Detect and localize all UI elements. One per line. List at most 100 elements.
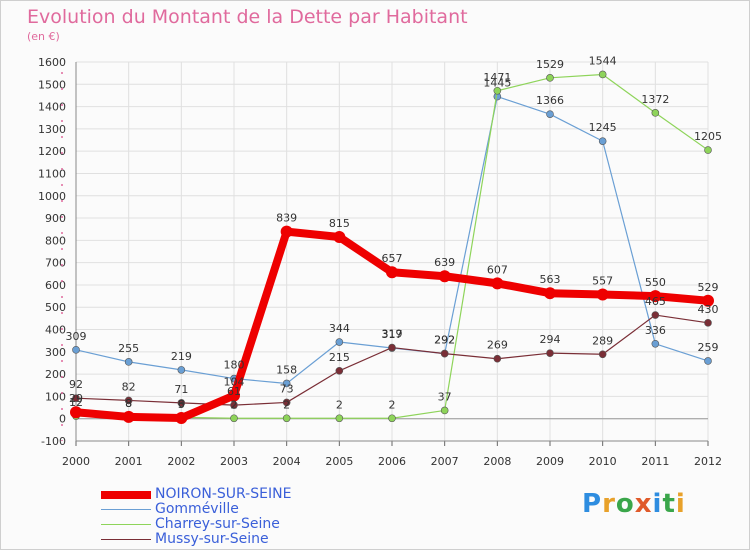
legend-label: Charrey-sur-Seine [155,516,280,532]
data-label: 1372 [641,93,669,106]
data-label: 430 [698,303,719,316]
data-point [598,137,607,145]
data-point [704,319,712,327]
data-label: 289 [592,334,613,347]
unit-label: (en €) [27,30,60,43]
logo-letter: o [615,489,635,519]
data-label: 3 [178,398,185,411]
data-point [282,379,291,388]
legend-label: Gomméville [155,501,239,517]
data-label: 1366 [536,94,564,107]
legend-item: Charrey-sur-Seine [101,517,291,532]
y-tick-label: 1400 [38,101,66,114]
data-label: 657 [382,252,403,265]
data-point [230,414,238,423]
data-label: 317 [382,328,403,341]
legend-swatch [101,490,151,499]
data-point [386,266,398,279]
y-tick-label: 200 [45,368,66,381]
data-point [388,343,396,352]
data-point [228,389,240,402]
x-tick-label: 2007 [431,455,459,468]
data-label: 255 [118,342,139,355]
data-label: 839 [276,212,297,225]
data-point [649,290,662,303]
data-label: 73 [280,382,294,395]
data-point [388,414,396,423]
chart-title: Evolution du Montant de la Dette par Hab… [27,6,468,28]
data-point [333,231,346,244]
data-label: 557 [592,275,613,288]
data-label: 465 [645,295,666,308]
data-point [598,70,607,79]
data-label: 2 [389,398,396,411]
data-label: 1245 [589,121,617,134]
data-label: 319 [382,328,403,341]
logo-letter: r [602,489,616,519]
data-label: 6 [178,397,185,410]
data-label: 309 [66,330,87,343]
x-tick-label: 2002 [167,455,195,468]
data-point [546,110,554,118]
data-label: 180 [224,359,245,372]
data-label: 71 [174,383,188,396]
legend-swatch [101,508,151,511]
data-label: 215 [329,351,350,364]
legend-label: Mussy-sur-Seine [155,531,269,547]
y-tick-label: 300 [45,346,66,359]
data-point [596,288,609,301]
data-label: 1544 [589,54,617,67]
logo-letter: i [675,489,686,519]
data-point [72,346,80,354]
data-label: 607 [487,263,508,276]
data-point [546,349,554,357]
data-label: 259 [698,341,719,354]
y-tick-label: 1200 [38,145,66,158]
data-label: 1445 [483,77,511,90]
data-label: 344 [329,322,350,335]
legend-label: NOIRON-SUR-SEINE [155,486,292,502]
data-point [335,338,344,346]
x-tick-label: 2003 [220,455,248,468]
data-label: 92 [69,378,83,391]
data-point [651,311,660,319]
data-point [177,366,186,374]
data-label: 29 [69,392,83,405]
data-label: 529 [698,281,719,294]
x-tick-label: 2001 [115,455,143,468]
x-tick-label: 2012 [694,455,722,468]
data-label: 294 [540,333,561,346]
data-point [335,366,344,375]
data-point [493,354,502,363]
data-point [544,287,556,300]
y-tick-label: 400 [45,324,66,337]
data-label: 219 [171,350,192,363]
data-point [280,225,293,238]
data-point [70,406,82,419]
legend: NOIRON-SUR-SEINE Gomméville Charrey-sur-Se… [101,487,291,547]
data-label: 815 [329,217,350,230]
data-point [651,109,660,117]
y-tick-label: 600 [45,279,66,292]
data-label: 2 [336,398,343,411]
data-point [704,357,712,365]
data-label: 2 [231,398,238,411]
data-point [702,294,714,307]
data-point [491,277,504,290]
data-point [440,406,449,415]
y-tick-label: 1300 [38,123,66,136]
x-tick-label: 2005 [325,455,353,468]
x-tick-label: 2009 [536,455,564,468]
x-tick-label: 2010 [589,455,617,468]
logo-letter: t [662,489,676,519]
y-tick-label: 100 [45,390,66,403]
y-tick-label: 800 [45,234,66,247]
data-label: 550 [645,276,666,289]
data-point [546,74,554,82]
y-tick-label: -100 [41,435,66,448]
data-label: 292 [434,334,455,347]
data-point [440,349,449,358]
data-label: 336 [645,324,666,337]
